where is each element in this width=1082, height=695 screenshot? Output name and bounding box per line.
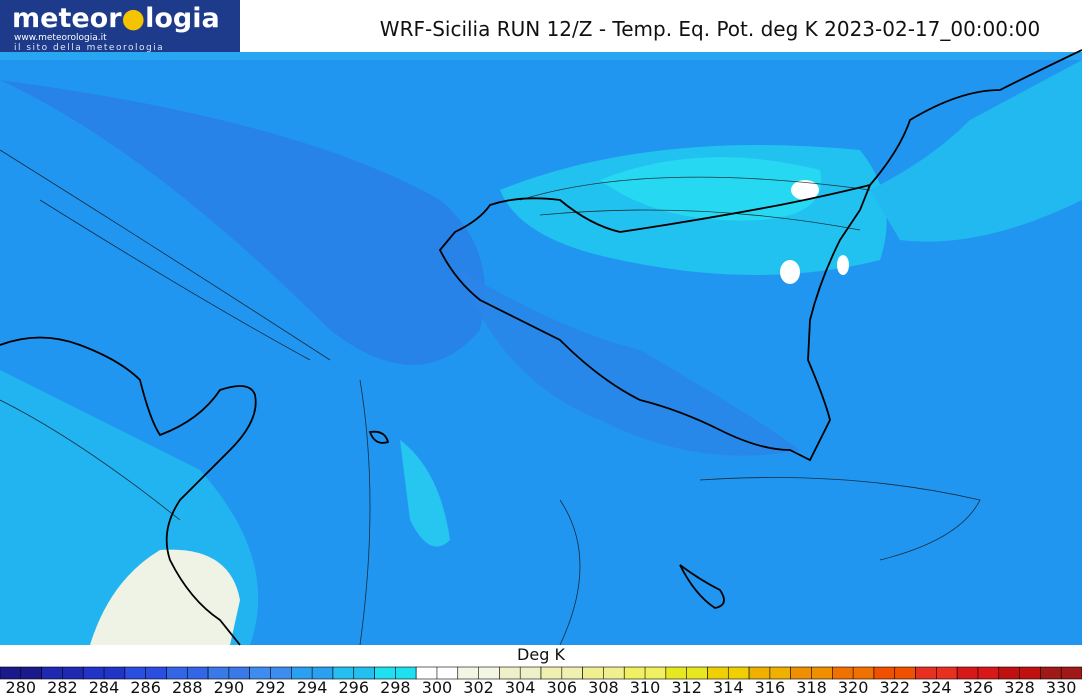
colorbar-tick-label: 314	[713, 678, 744, 695]
colorbar-tick-label: 286	[130, 678, 161, 695]
colorbar-tick-label: 288	[172, 678, 203, 695]
colorbar-tick-label: 300	[422, 678, 453, 695]
logo-url: www.meteorologia.it	[14, 33, 107, 43]
colorbar-tick-label: 326	[963, 678, 994, 695]
colorbar-tick-label: 292	[255, 678, 286, 695]
colorbar-tick-label: 302	[463, 678, 494, 695]
colorbar-tick-label: 324	[921, 678, 952, 695]
map-title: WRF-Sicilia RUN 12/Z - Temp. Eq. Pot. de…	[380, 17, 1040, 41]
colorbar-tick-label: 306	[547, 678, 578, 695]
logo-tagline: il sito della meteorologia	[14, 43, 164, 53]
colorbar-tick-label: 308	[588, 678, 619, 695]
colorbar-tick-label: 280	[6, 678, 37, 695]
colorbar-tick-label: 330	[1046, 678, 1077, 695]
colorbar-tick-label: 328	[1004, 678, 1035, 695]
colorbar-tick-label: 298	[380, 678, 411, 695]
colorbar-tick-label: 304	[505, 678, 536, 695]
colorbar-tick-label: 294	[297, 678, 328, 695]
colorbar-label: Deg K	[517, 645, 565, 664]
colorbar-tick-label: 284	[89, 678, 120, 695]
colorbar-tick-label: 290	[214, 678, 245, 695]
colorbar-tick-label: 310	[630, 678, 661, 695]
logo-text: meteor●logia	[12, 3, 220, 34]
colorbar-tick-label: 322	[879, 678, 910, 695]
colorbar: 280 282 284 286 288 290 292 294 296 298 300 302 304 3…	[0, 666, 1082, 695]
colorbar-tick-label: 316	[755, 678, 786, 695]
colorbar-tick-label: 296	[338, 678, 369, 695]
colorbar-tick-label: 312	[671, 678, 702, 695]
colorbar-tick-label: 318	[796, 678, 827, 695]
colorbar-tick-label: 320	[838, 678, 869, 695]
colorbar-tick-label: 282	[47, 678, 78, 695]
map	[0, 49, 1082, 646]
logo: meteor●logia www.meteorologia.it il sito…	[0, 0, 240, 53]
